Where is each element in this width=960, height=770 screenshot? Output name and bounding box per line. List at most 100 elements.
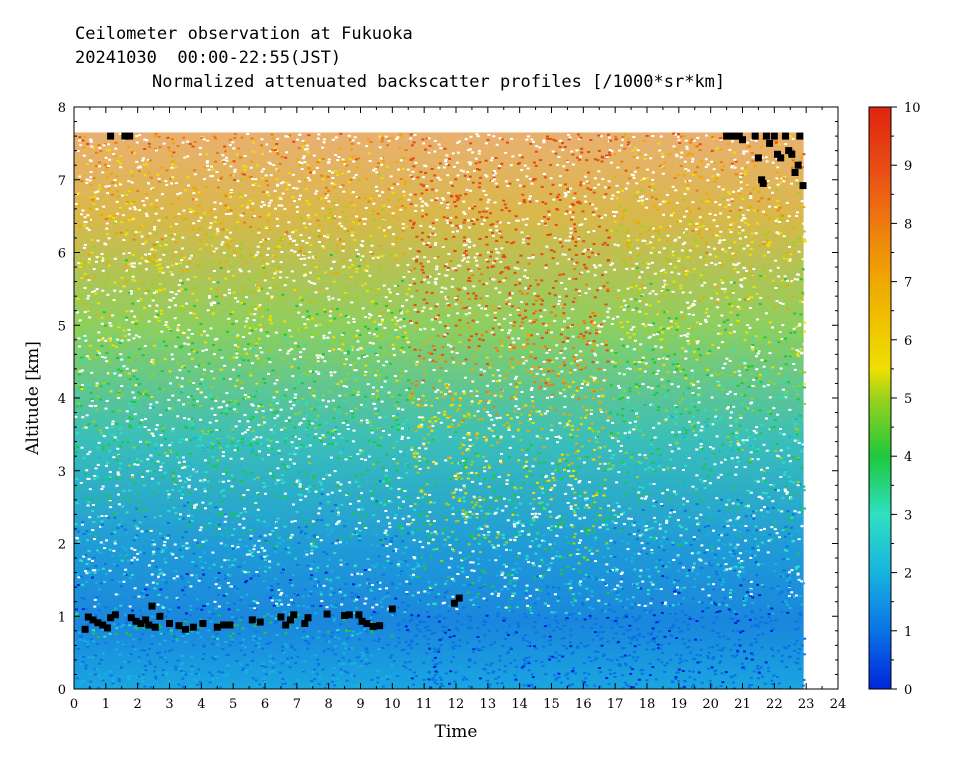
backscatter-cell (90, 238, 94, 241)
backscatter-cell (768, 341, 772, 344)
missing-cell (238, 268, 242, 271)
missing-cell (776, 183, 780, 186)
backscatter-cell (248, 199, 252, 202)
backscatter-cell (426, 433, 430, 436)
backscatter-cell (197, 626, 201, 629)
backscatter-cell (153, 256, 157, 259)
missing-cell (296, 479, 300, 482)
backscatter-cell (522, 639, 526, 642)
backscatter-cell (529, 142, 533, 145)
backscatter-cell (319, 230, 323, 233)
backscatter-cell (526, 448, 530, 451)
backscatter-cell (243, 221, 246, 224)
backscatter-cell (313, 380, 316, 383)
missing-cell (311, 520, 315, 523)
backscatter-cell (346, 350, 350, 353)
missing-cell (520, 169, 524, 171)
missing-cell (291, 173, 295, 176)
backscatter-cell (443, 543, 447, 546)
backscatter-cell (725, 604, 729, 607)
backscatter-cell (536, 597, 540, 600)
missing-cell (626, 234, 630, 237)
missing-cell (571, 308, 575, 311)
missing-cell (771, 191, 774, 194)
missing-cell (662, 213, 666, 216)
backscatter-cell (448, 221, 452, 224)
backscatter-cell (223, 687, 227, 689)
backscatter-cell (217, 442, 221, 444)
backscatter-cell (364, 648, 368, 651)
missing-cell (276, 467, 280, 470)
missing-cell (262, 238, 266, 241)
backscatter-cell (307, 134, 311, 137)
missing-cell (194, 198, 198, 201)
missing-cell (538, 565, 542, 568)
backscatter-cell (351, 231, 354, 234)
backscatter-cell (626, 228, 630, 230)
backscatter-cell (199, 322, 203, 325)
backscatter-cell (770, 487, 773, 490)
missing-cell (731, 140, 734, 143)
missing-cell (518, 202, 522, 205)
missing-cell (121, 194, 125, 197)
backscatter-cell (102, 543, 106, 546)
backscatter-cell (511, 512, 515, 515)
missing-cell (113, 372, 117, 375)
backscatter-cell (459, 398, 463, 401)
missing-cell (106, 293, 110, 296)
missing-cell (775, 300, 779, 303)
backscatter-cell (373, 597, 376, 600)
missing-cell (137, 335, 141, 338)
backscatter-cell (89, 672, 93, 675)
backscatter-cell (459, 326, 463, 329)
missing-cell (622, 373, 626, 376)
backscatter-cell (344, 220, 348, 223)
backscatter-cell (130, 562, 134, 565)
backscatter-cell (180, 663, 183, 666)
missing-cell (635, 262, 639, 265)
backscatter-cell (377, 226, 381, 229)
backscatter-cell (146, 588, 150, 591)
backscatter-cell (288, 579, 292, 581)
backscatter-cell (341, 240, 345, 243)
missing-cell (117, 493, 120, 496)
backscatter-cell (115, 632, 118, 635)
missing-cell (170, 182, 174, 185)
backscatter-cell (327, 217, 331, 220)
backscatter-cell (309, 301, 313, 304)
missing-cell (392, 457, 396, 460)
backscatter-cell (557, 653, 561, 656)
missing-cell (316, 356, 320, 359)
backscatter-cell (562, 637, 566, 639)
missing-cell (213, 302, 216, 304)
backscatter-cell (638, 253, 642, 256)
backscatter-cell (447, 536, 451, 539)
missing-cell (330, 182, 334, 185)
backscatter-cell (380, 321, 384, 324)
backscatter-cell (508, 293, 512, 296)
backscatter-cell (283, 427, 287, 429)
backscatter-cell (638, 501, 641, 504)
backscatter-cell (584, 546, 588, 549)
missing-cell (174, 304, 177, 307)
backscatter-cell (423, 493, 427, 496)
backscatter-cell (606, 547, 610, 550)
backscatter-cell (204, 243, 208, 246)
missing-cell (364, 370, 368, 373)
backscatter-cell (141, 632, 145, 635)
backscatter-cell (662, 364, 666, 367)
backscatter-cell (510, 574, 514, 576)
backscatter-cell (430, 532, 434, 535)
missing-cell (585, 497, 589, 500)
missing-cell (712, 168, 716, 171)
backscatter-cell (751, 596, 755, 599)
backscatter-cell (253, 281, 257, 284)
backscatter-cell (664, 516, 668, 519)
backscatter-cell (158, 387, 162, 390)
backscatter-cell (777, 341, 781, 344)
missing-cell (710, 374, 714, 377)
missing-cell (739, 416, 743, 419)
backscatter-cell (695, 503, 699, 506)
backscatter-cell (500, 588, 504, 591)
missing-cell (557, 156, 561, 158)
